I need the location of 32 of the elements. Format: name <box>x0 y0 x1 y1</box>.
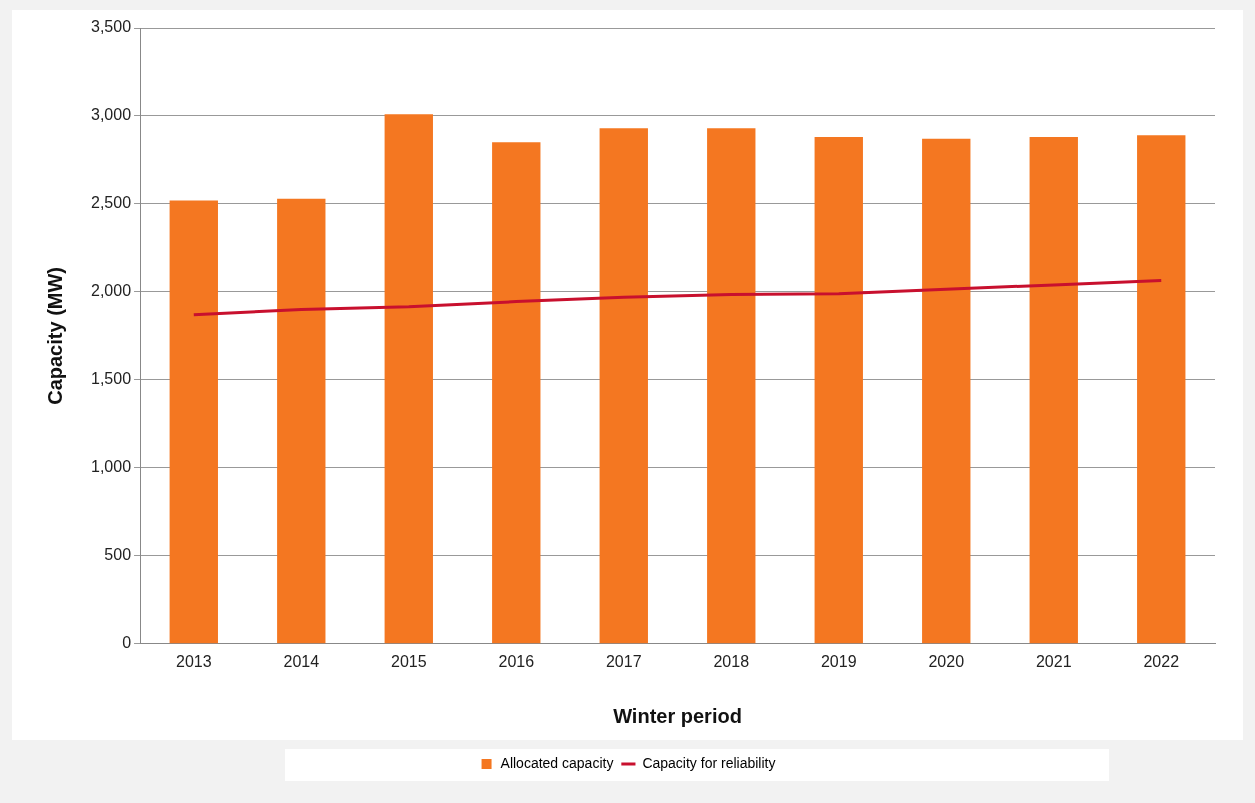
y-tick-label: 2,000 <box>90 282 132 300</box>
x-tick-label: 2022 <box>1143 652 1180 670</box>
bar <box>492 142 541 644</box>
x-tick-label: 2014 <box>283 652 320 670</box>
x-tick-label: 2020 <box>928 652 965 670</box>
bar <box>384 114 433 644</box>
y-tick-label: 500 <box>104 546 132 564</box>
legend-label: Capacity for reliability <box>642 754 776 771</box>
bar <box>814 137 863 644</box>
bar <box>1029 137 1078 644</box>
x-tick-label: 2015 <box>390 652 427 670</box>
x-tick-label: 2013 <box>175 652 212 670</box>
legend-label: Allocated capacity <box>500 754 614 771</box>
x-tick-label: 2016 <box>498 652 535 670</box>
y-tick-label: 3,000 <box>90 106 132 124</box>
bar <box>599 128 648 644</box>
x-axis-title: Winter period <box>613 704 742 727</box>
x-tick-label: 2019 <box>820 652 857 670</box>
y-tick-label: 3,500 <box>90 18 132 36</box>
y-tick-label: 1,500 <box>90 370 132 388</box>
y-axis-title: Capacity (MW) <box>43 267 66 405</box>
y-tick-label: 0 <box>122 634 132 652</box>
y-tick-label: 1,000 <box>90 458 132 476</box>
bar <box>922 138 971 644</box>
x-tick-label: 2017 <box>605 652 642 670</box>
bar <box>169 200 218 644</box>
y-tick-label: 2,500 <box>90 194 132 212</box>
bar <box>707 128 756 644</box>
x-tick-label: 2021 <box>1035 652 1072 670</box>
bar <box>277 198 326 644</box>
x-tick-label: 2018 <box>713 652 750 670</box>
bar <box>1137 135 1186 644</box>
